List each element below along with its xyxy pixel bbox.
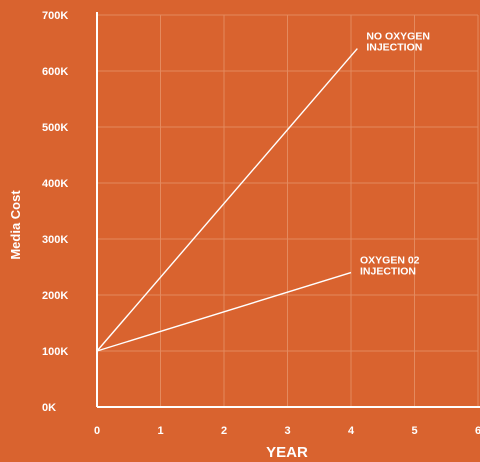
series-annotation-2: OXYGEN 02 (360, 255, 420, 267)
x-tick-label: 5 (411, 425, 417, 437)
series-lines (96, 48, 358, 352)
series-line-1 (96, 48, 358, 352)
y-tick-label: 300K (42, 234, 68, 246)
y-tick-label: 100K (42, 346, 68, 358)
series-annotation-1: INJECTION (366, 42, 422, 54)
y-tick-label: 500K (42, 122, 68, 134)
y-tick-label: 700K (42, 10, 68, 22)
y-axis-label: Media Cost (8, 190, 23, 260)
y-tick-label: 600K (42, 66, 68, 78)
y-tick-label: 200K (42, 290, 68, 302)
series-annotation-1: NO OXYGEN (366, 31, 430, 43)
x-tick-label: 4 (348, 425, 355, 437)
series-annotation-2: INJECTION (360, 266, 416, 278)
y-tick-label: 0K (42, 402, 56, 414)
y-tick-label: 400K (42, 178, 68, 190)
x-tick-label: 6 (475, 425, 480, 437)
x-axis-label: YEAR (266, 444, 308, 461)
series-line-2 (96, 271, 352, 352)
y-tick-labels: 0K 100K 200K 300K 400K 500K 600K 700K (42, 10, 68, 414)
x-tick-label: 0 (94, 425, 100, 437)
x-tick-label: 2 (221, 425, 227, 437)
grid-lines (97, 14, 479, 407)
x-tick-label: 1 (157, 425, 163, 437)
axes (96, 12, 480, 408)
x-tick-labels: 0 1 2 3 4 5 6 (94, 425, 480, 437)
x-tick-label: 3 (284, 425, 290, 437)
